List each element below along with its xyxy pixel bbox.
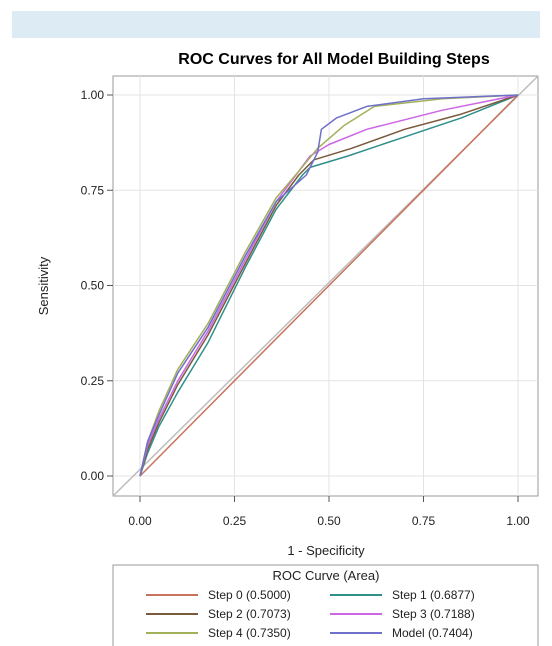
legend-box xyxy=(112,564,539,646)
x-axis: 0.00 0.25 0.50 0.75 1.00 xyxy=(128,496,530,528)
roc-line-model xyxy=(139,94,519,477)
x-axis-label: 1 - Specificity xyxy=(287,543,365,558)
y-axis: 0.00 0.25 0.50 0.75 1.00 xyxy=(81,88,113,483)
legend-label: Step 0 (0.5000) xyxy=(208,588,291,602)
legend-label: Model (0.7404) xyxy=(392,626,473,640)
roc-line-step-4 xyxy=(139,94,519,477)
roc-line-step-1 xyxy=(139,94,519,477)
x-tick-label: 0.75 xyxy=(412,514,436,528)
roc-curves xyxy=(139,94,519,477)
roc-line-step-0 xyxy=(139,94,519,477)
x-tick-label: 1.00 xyxy=(506,514,530,528)
y-tick-label: 0.50 xyxy=(81,279,105,293)
roc-line-step-2 xyxy=(139,94,519,477)
legend-label: Step 3 (0.7188) xyxy=(392,607,475,621)
legend-label: Step 2 (0.7073) xyxy=(208,607,291,621)
y-tick-label: 0.75 xyxy=(81,183,105,197)
legend-label: Step 4 (0.7350) xyxy=(208,626,291,640)
y-tick-label: 0.00 xyxy=(81,469,105,483)
y-axis-label: Sensitivity xyxy=(36,256,51,315)
legend: ROC Curve (Area) Step 0 (0.5000) Step 1 (… xyxy=(112,564,539,646)
chart-title: ROC Curves for All Model Building Steps xyxy=(178,51,490,68)
x-tick-label: 0.50 xyxy=(317,514,341,528)
x-tick-label: 0.25 xyxy=(223,514,247,528)
top-banner xyxy=(12,11,540,38)
legend-title: ROC Curve (Area) xyxy=(273,568,380,583)
y-tick-label: 1.00 xyxy=(81,88,105,102)
legend-label: Step 1 (0.6877) xyxy=(392,588,475,602)
y-tick-label: 0.25 xyxy=(81,374,105,388)
x-tick-label: 0.00 xyxy=(128,514,152,528)
